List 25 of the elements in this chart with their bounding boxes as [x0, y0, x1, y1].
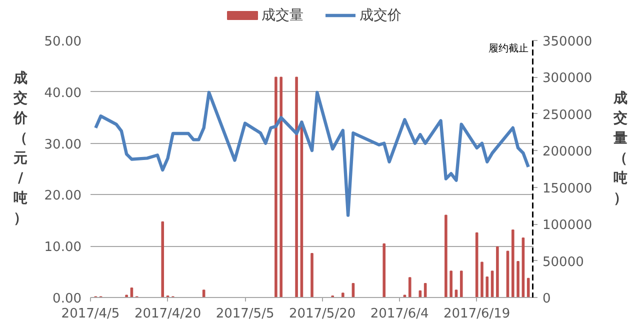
- y-tick-label: 30.00: [44, 137, 82, 152]
- y-tick-label: 50.00: [44, 34, 82, 50]
- x-tick-label: 2017/4/20: [134, 306, 202, 322]
- y2-axis-title: 成交量（吨）: [612, 90, 628, 206]
- y-tick-label: 20.00: [44, 188, 82, 204]
- y-tick-label: 10.00: [44, 240, 82, 256]
- y-axis-title: 成交价（元/吨）: [12, 70, 28, 226]
- x-tick-label: 2017/6/19: [444, 306, 510, 322]
- x-tick-label: 2017/6/4: [370, 306, 429, 322]
- x-tick-label: 2017/4/5: [61, 306, 120, 322]
- y2-tick-label: 150000: [542, 181, 592, 196]
- x-tick-label: 2017/5/20: [288, 306, 356, 322]
- y2-tick-label: 0: [542, 292, 551, 306]
- y2-tick-label: 200000: [542, 144, 592, 160]
- y2-tick-label: 100000: [542, 218, 592, 234]
- legend-label: 成交量: [262, 8, 304, 24]
- legend-label: 成交价: [360, 8, 402, 24]
- x-tick-label: 2017/5/5: [216, 306, 274, 322]
- y2-tick-label: 250000: [542, 108, 592, 123]
- y2-tick-label: 350000: [542, 34, 592, 50]
- y2-tick-label: 300000: [542, 71, 592, 86]
- y2-tick-label: 50000: [542, 254, 584, 270]
- y-tick-label: 40.00: [44, 86, 82, 101]
- ref-line-label: 履约截止: [488, 42, 528, 54]
- y-tick-label: 0.00: [52, 292, 82, 306]
